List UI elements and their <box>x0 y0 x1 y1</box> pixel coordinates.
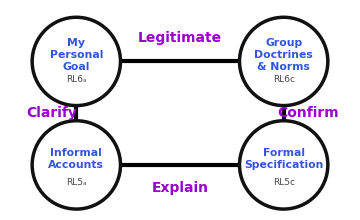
Ellipse shape <box>32 17 121 106</box>
Ellipse shape <box>239 121 328 209</box>
Text: Informal
Accounts: Informal Accounts <box>48 148 104 170</box>
Text: Explain: Explain <box>152 181 208 195</box>
Text: Group
Doctrines
& Norms: Group Doctrines & Norms <box>254 38 313 72</box>
Text: Legitimate: Legitimate <box>138 31 222 45</box>
Ellipse shape <box>239 17 328 106</box>
Text: Formal
Specification: Formal Specification <box>244 148 323 170</box>
Text: RL6c: RL6c <box>273 75 295 84</box>
Text: Clarify: Clarify <box>27 106 77 120</box>
Text: RL5c: RL5c <box>273 178 295 187</box>
Text: RL5ₐ: RL5ₐ <box>66 178 87 187</box>
Text: Confirm: Confirm <box>277 106 339 120</box>
Text: RL6ₐ: RL6ₐ <box>66 75 87 84</box>
Ellipse shape <box>32 121 121 209</box>
Text: My
Personal
Goal: My Personal Goal <box>50 38 103 72</box>
